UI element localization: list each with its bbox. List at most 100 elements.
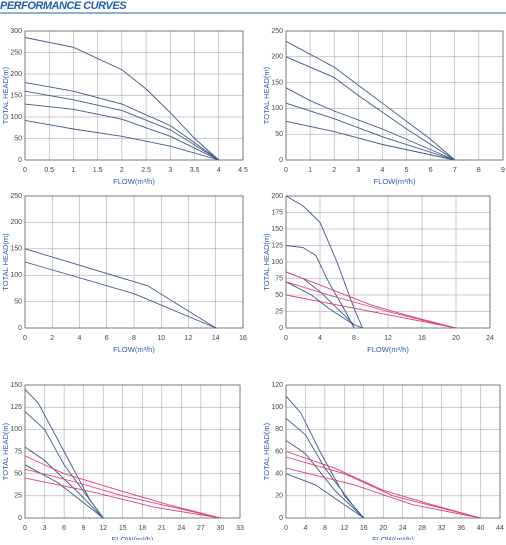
- x-tick-label: 0.5: [44, 167, 54, 174]
- x-tick-label: 18: [138, 525, 146, 532]
- y-tick-label: 250: [10, 49, 22, 56]
- x-tick-label: 2: [120, 167, 124, 174]
- y-tick-label: 50: [275, 131, 283, 138]
- x-tick-label: 44: [496, 525, 504, 532]
- x-tick-label: 3.5: [190, 167, 200, 174]
- x-tick-label: 8: [132, 335, 136, 342]
- x-tick-label: 12: [384, 335, 392, 342]
- x-tick-label: 20: [452, 335, 460, 342]
- plot-frame: [24, 30, 244, 161]
- y-tick-label: 0: [279, 515, 283, 522]
- x-axis-label: FLOW(m³/h): [112, 535, 154, 540]
- curve: [285, 271, 457, 329]
- x-axis-label: FLOW(m³/h): [372, 535, 414, 540]
- curve: [24, 119, 219, 161]
- y-tick-label: 25: [14, 493, 22, 500]
- curve: [24, 411, 104, 519]
- curve: [285, 440, 365, 519]
- curve: [285, 102, 455, 161]
- y-tick-label: 200: [10, 219, 22, 226]
- y-axis-label: TOTAL HEAD(m): [1, 66, 10, 124]
- y-tick-label: 40: [275, 471, 283, 478]
- curve: [24, 455, 221, 519]
- x-tick-label: 4: [78, 335, 82, 342]
- x-tick-label: 12: [99, 525, 107, 532]
- y-tick-label: 250: [10, 193, 22, 200]
- y-tick-label: 75: [275, 275, 283, 282]
- y-tick-label: 50: [14, 135, 22, 142]
- y-tick-label: 75: [14, 448, 22, 455]
- y-tick-label: 60: [275, 448, 283, 455]
- plot-frame: [24, 384, 241, 519]
- y-tick-label: 200: [271, 193, 283, 200]
- y-tick-label: 100: [271, 404, 283, 411]
- y-tick-label: 100: [10, 114, 22, 121]
- y-tick-label: 0: [279, 325, 283, 332]
- y-tick-label: 50: [14, 298, 22, 305]
- curve: [24, 464, 104, 519]
- x-tick-label: 27: [197, 525, 205, 532]
- x-tick-label: 1.5: [93, 167, 103, 174]
- plot-frame: [285, 195, 491, 329]
- curve: [285, 467, 481, 519]
- y-axis-label: TOTAL HEAD(m): [1, 422, 10, 480]
- y-tick-label: 100: [10, 426, 22, 433]
- y-tick-label: 150: [10, 246, 22, 253]
- y-tick-label: 150: [271, 79, 283, 86]
- curve: [285, 40, 456, 161]
- y-tick-label: 100: [271, 259, 283, 266]
- curve: [285, 120, 455, 161]
- curve: [285, 456, 481, 519]
- curve: [24, 446, 104, 519]
- y-tick-label: 0: [279, 157, 283, 164]
- x-tick-label: 9: [501, 167, 505, 174]
- x-tick-label: 24: [399, 525, 407, 532]
- curve: [24, 261, 216, 329]
- x-tick-label: 40: [477, 525, 485, 532]
- x-axis-label: FLOW(m³/h): [367, 345, 409, 354]
- x-tick-label: 0: [284, 335, 288, 342]
- x-tick-label: 15: [119, 525, 127, 532]
- y-tick-label: 200: [10, 71, 22, 78]
- x-tick-label: 8: [477, 167, 481, 174]
- curve: [285, 451, 481, 519]
- x-tick-label: 2: [332, 167, 336, 174]
- x-tick-label: 16: [239, 335, 247, 342]
- x-tick-label: 0: [284, 167, 288, 174]
- curve: [24, 477, 221, 519]
- x-tick-label: 33: [236, 525, 244, 532]
- x-tick-label: 24: [486, 335, 494, 342]
- x-tick-label: 7: [453, 167, 457, 174]
- curve: [24, 37, 220, 161]
- x-tick-label: 6: [62, 525, 66, 532]
- plot-frame: [285, 30, 504, 161]
- x-tick-label: 20: [379, 525, 387, 532]
- x-axis-label: FLOW(m³/h): [113, 177, 155, 186]
- x-tick-label: 1: [71, 167, 75, 174]
- y-tick-label: 125: [271, 242, 283, 249]
- x-axis-label: FLOW(m³/h): [374, 177, 416, 186]
- x-tick-label: 4: [304, 525, 308, 532]
- curve: [285, 56, 456, 161]
- x-tick-label: 3: [168, 167, 172, 174]
- curve: [285, 245, 355, 329]
- y-tick-label: 150: [10, 382, 22, 389]
- x-tick-label: 5: [405, 167, 409, 174]
- y-tick-label: 125: [10, 404, 22, 411]
- x-tick-label: 2: [50, 335, 54, 342]
- x-tick-label: 4: [217, 167, 221, 174]
- y-tick-label: 150: [271, 226, 283, 233]
- y-tick-label: 300: [10, 28, 22, 35]
- x-tick-label: 0: [23, 525, 27, 532]
- curve: [24, 248, 217, 329]
- x-tick-label: 32: [438, 525, 446, 532]
- curve: [285, 281, 457, 329]
- y-tick-label: 100: [271, 105, 283, 112]
- x-tick-label: 3: [43, 525, 47, 532]
- y-tick-label: 50: [275, 292, 283, 299]
- x-tick-label: 12: [340, 525, 348, 532]
- x-tick-label: 6: [105, 335, 109, 342]
- y-tick-label: 50: [14, 471, 22, 478]
- y-axis-label: TOTAL HEAD(m): [262, 66, 271, 124]
